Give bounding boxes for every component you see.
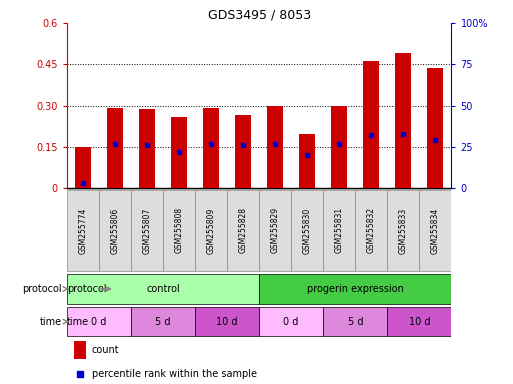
Bar xyxy=(171,117,187,188)
Text: GSM255830: GSM255830 xyxy=(303,207,312,253)
Bar xyxy=(323,307,387,336)
Text: 5 d: 5 d xyxy=(347,316,363,327)
Text: 0 d: 0 d xyxy=(284,316,299,327)
Bar xyxy=(203,108,219,188)
Bar xyxy=(387,307,451,336)
Bar xyxy=(387,190,420,270)
Text: percentile rank within the sample: percentile rank within the sample xyxy=(92,369,256,379)
Title: GDS3495 / 8053: GDS3495 / 8053 xyxy=(207,9,311,22)
Bar xyxy=(227,190,259,270)
Bar xyxy=(163,190,195,270)
Bar xyxy=(427,68,443,188)
Bar xyxy=(299,134,315,188)
Bar xyxy=(259,190,291,270)
Bar xyxy=(75,147,91,188)
Text: time: time xyxy=(40,316,62,327)
Text: 10 d: 10 d xyxy=(409,316,430,327)
Text: GSM255834: GSM255834 xyxy=(431,207,440,253)
Bar xyxy=(331,106,347,188)
Bar xyxy=(107,108,123,188)
Bar xyxy=(131,307,195,336)
Text: GSM255809: GSM255809 xyxy=(206,207,215,253)
Text: GSM255829: GSM255829 xyxy=(270,207,280,253)
Bar xyxy=(363,61,379,188)
Bar xyxy=(139,109,155,188)
Text: GSM255806: GSM255806 xyxy=(110,207,120,253)
Bar xyxy=(195,190,227,270)
Text: GSM255831: GSM255831 xyxy=(334,207,344,253)
Bar xyxy=(67,190,98,270)
Bar xyxy=(259,307,323,336)
Text: GSM255807: GSM255807 xyxy=(142,207,151,253)
Bar xyxy=(396,53,411,188)
Text: 0 d: 0 d xyxy=(91,316,106,327)
Bar xyxy=(355,190,387,270)
Text: GSM255774: GSM255774 xyxy=(78,207,87,253)
Text: protocol: protocol xyxy=(22,284,62,294)
Bar xyxy=(74,341,86,359)
Bar xyxy=(195,307,259,336)
Bar xyxy=(67,307,131,336)
Bar xyxy=(235,115,251,188)
Text: 10 d: 10 d xyxy=(216,316,238,327)
Bar xyxy=(420,190,451,270)
Text: GSM255808: GSM255808 xyxy=(174,207,184,253)
Bar xyxy=(267,106,283,188)
Text: GSM255828: GSM255828 xyxy=(239,207,248,253)
Bar xyxy=(291,190,323,270)
Bar xyxy=(98,190,131,270)
Text: GSM255832: GSM255832 xyxy=(367,207,376,253)
Bar xyxy=(323,190,355,270)
Text: progerin expression: progerin expression xyxy=(307,284,404,294)
Text: protocol: protocol xyxy=(67,284,106,294)
Bar xyxy=(67,274,259,304)
Text: 5 d: 5 d xyxy=(155,316,171,327)
Text: GSM255833: GSM255833 xyxy=(399,207,408,253)
Text: count: count xyxy=(92,345,120,355)
Bar xyxy=(259,274,451,304)
Bar xyxy=(131,190,163,270)
Text: control: control xyxy=(146,284,180,294)
Text: time: time xyxy=(67,316,89,327)
